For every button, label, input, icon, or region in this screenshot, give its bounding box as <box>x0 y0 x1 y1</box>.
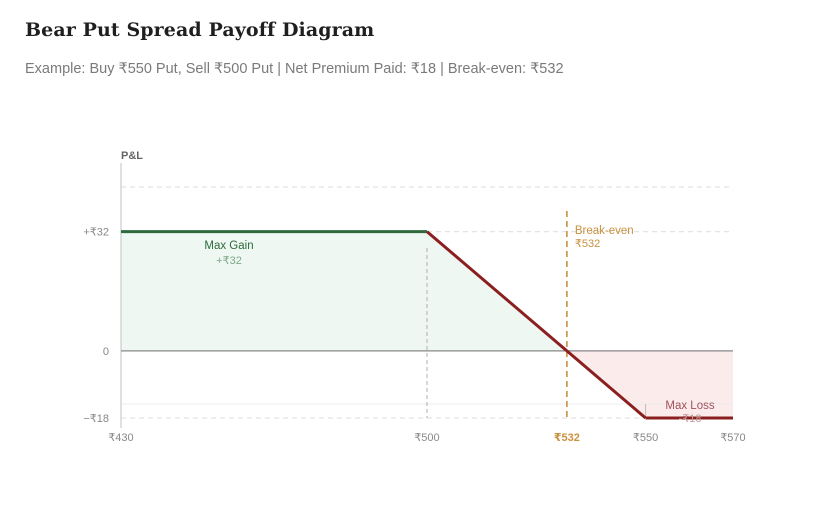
x-tick-label: ₹570 <box>720 432 745 444</box>
y-tick-label: +₹32 <box>83 227 109 239</box>
labels-group: P&L +₹32 0 −₹18 ₹430 ₹500 ₹532 ₹550 ₹570 Break-ev… <box>83 150 745 444</box>
chart-subtitle: Example: Buy ₹550 Put, Sell ₹500 Put | N… <box>25 61 564 77</box>
payoff-segment <box>565 349 647 420</box>
breakeven-label: Break-even <box>575 225 634 237</box>
x-tick-label: ₹430 <box>108 432 133 444</box>
payoff-segment <box>426 230 568 353</box>
chart-title: Bear Put Spread Payoff Diagram <box>25 19 375 41</box>
max-loss-label: Max Loss <box>665 400 714 412</box>
y-tick-label: −₹18 <box>83 413 109 425</box>
profit-area <box>121 231 567 351</box>
payoff-fill-group <box>121 231 733 418</box>
max-gain-label: Max Gain <box>204 240 253 252</box>
breakeven-value-label: ₹532 <box>575 238 600 250</box>
max-gain-value-label: +₹32 <box>216 255 242 267</box>
max-loss-value-label: -₹18 <box>679 413 702 425</box>
x-tick-label-breakeven: ₹532 <box>554 432 580 444</box>
y-tick-label: 0 <box>103 346 109 358</box>
axes-group <box>120 163 733 428</box>
loss-area <box>566 350 733 418</box>
x-tick-label: ₹550 <box>633 432 658 444</box>
y-axis-label: P&L <box>121 150 143 162</box>
payoff-lines-group <box>121 211 733 420</box>
x-tick-label: ₹500 <box>414 432 439 444</box>
